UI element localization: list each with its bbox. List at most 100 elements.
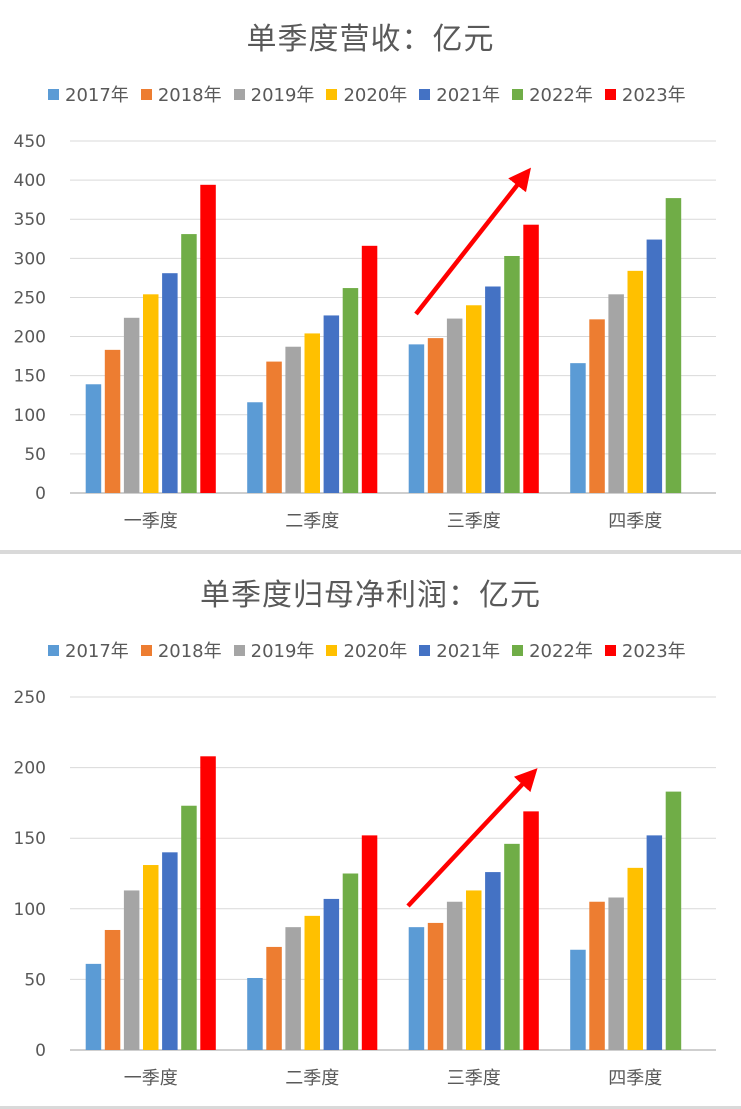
y-tick-label: 350 (14, 210, 46, 230)
bar (143, 865, 159, 1050)
bar (427, 338, 444, 493)
revenue-chart-title: 单季度营收：亿元 (246, 22, 495, 57)
legend-swatch (326, 644, 338, 656)
bar (85, 384, 102, 493)
y-tick-label: 150 (14, 829, 46, 849)
bar (200, 184, 216, 493)
legend-item: 2017年 (48, 637, 129, 663)
trend-arrow (414, 167, 532, 316)
legend-swatch (140, 644, 152, 656)
y-tick-label: 0 (35, 1041, 46, 1061)
x-category-label: 四季度 (608, 1068, 662, 1089)
legend-label: 2019年 (250, 85, 315, 106)
x-category-label: 三季度 (447, 1068, 501, 1089)
legend-item: 2023年 (604, 81, 686, 107)
x-category-label: 四季度 (608, 511, 662, 532)
legend-item: 2020年 (326, 637, 407, 663)
bar (627, 270, 643, 493)
bar (485, 286, 501, 493)
legend-item: 2019年 (233, 637, 314, 663)
bar (266, 361, 282, 493)
legend-item: 2022年 (512, 637, 593, 663)
y-tick-label: 200 (14, 759, 46, 779)
legend-swatch (604, 88, 616, 100)
bar (570, 363, 586, 493)
y-tick-label: 50 (24, 445, 46, 465)
bar (285, 927, 301, 1050)
bar (523, 224, 539, 493)
bar (162, 273, 178, 493)
legend-label: 2022年 (529, 85, 593, 106)
legend-label: 2022年 (529, 641, 593, 662)
bar (162, 852, 178, 1050)
bar (570, 949, 586, 1050)
profit-chart-title: 单季度归母净利润：亿元 (200, 578, 541, 613)
legend-item: 2018年 (140, 81, 222, 107)
legend-item: 2021年 (419, 81, 500, 107)
y-tick-label: 0 (35, 484, 46, 504)
bar (247, 977, 263, 1050)
bar (181, 805, 197, 1050)
legend-item: 2023年 (604, 637, 686, 663)
legend-swatch (512, 644, 524, 656)
y-tick-label: 100 (14, 900, 46, 920)
bar (504, 255, 520, 493)
bar (466, 305, 482, 493)
legend-item: 2021年 (419, 637, 500, 663)
legend-item: 2017年 (48, 81, 129, 107)
legend-label: 2023年 (621, 85, 686, 106)
legend-label: 2021年 (436, 85, 501, 106)
legend-swatch (419, 644, 431, 656)
y-tick-label: 250 (14, 288, 46, 308)
bar (266, 946, 282, 1050)
bar (504, 843, 520, 1050)
bar (589, 319, 605, 493)
legend-label: 2020年 (343, 85, 408, 106)
legend-item: 2022年 (512, 81, 593, 107)
y-tick-label: 250 (14, 688, 46, 708)
bar (323, 315, 340, 493)
trend-arrow (406, 768, 538, 908)
x-category-label: 二季度 (285, 1068, 339, 1089)
bar (408, 927, 425, 1050)
bar (446, 318, 463, 493)
legend-label: 2018年 (157, 85, 222, 106)
legend-swatch (233, 644, 245, 656)
bar (123, 317, 140, 493)
bar (446, 901, 463, 1050)
bar (646, 239, 663, 493)
y-tick-label: 50 (24, 970, 46, 990)
bar (589, 901, 605, 1050)
legend-label: 2017年 (65, 85, 129, 106)
profit-chart-legend: 2017年 2018年 2019年 2020年 2021年 2022年 2023年 (48, 637, 698, 663)
legend-swatch (233, 88, 245, 100)
y-tick-label: 100 (14, 406, 46, 426)
bar (523, 811, 539, 1050)
legend-swatch (140, 88, 152, 100)
bar (361, 245, 378, 493)
bar (361, 835, 378, 1050)
legend-label: 2018年 (157, 641, 222, 662)
bar (627, 867, 643, 1050)
bar (408, 344, 425, 493)
legend-swatch (419, 88, 431, 100)
bar (342, 288, 359, 493)
bar (485, 872, 501, 1050)
bar (104, 349, 121, 493)
bar (143, 294, 159, 493)
x-category-label: 二季度 (285, 511, 339, 532)
legend-swatch (48, 644, 59, 656)
bar (247, 402, 263, 493)
legend-swatch (326, 88, 338, 100)
legend-swatch (512, 88, 524, 100)
bar (85, 963, 102, 1050)
panel-divider-bottom (0, 1106, 741, 1109)
legend-item: 2018年 (140, 637, 222, 663)
legend-item: 2019年 (233, 81, 315, 107)
x-category-label: 一季度 (124, 511, 178, 532)
y-tick-label: 400 (14, 171, 46, 191)
bar (200, 756, 216, 1050)
x-category-label: 一季度 (124, 1068, 178, 1089)
bar (665, 198, 682, 493)
